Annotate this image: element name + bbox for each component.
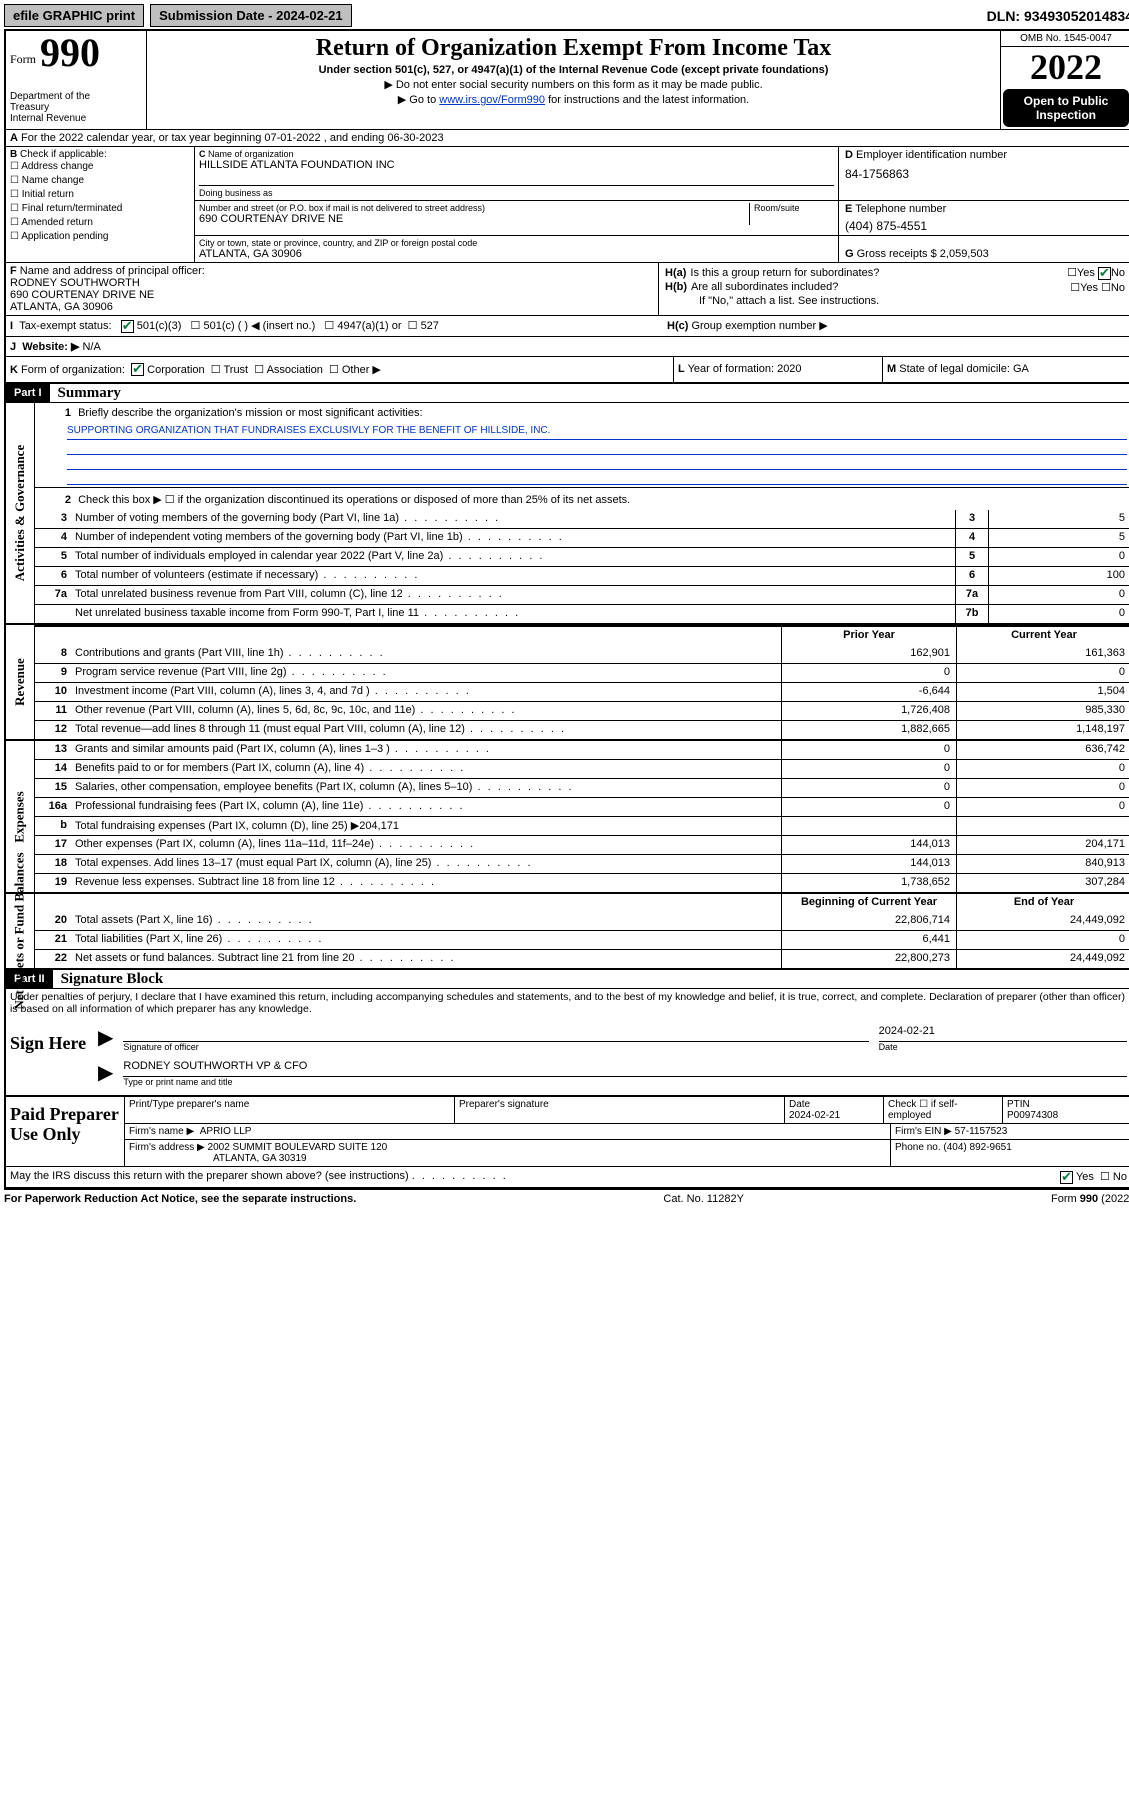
line-21: 21Total liabilities (Part X, line 26)6,4… <box>35 930 1129 949</box>
cb-amended-return[interactable]: ☐ Amended return <box>10 216 190 230</box>
cb-final-return[interactable]: ☐ Final return/terminated <box>10 202 190 216</box>
row-f-h: F Name and address of principal officer:… <box>6 263 1129 316</box>
form-title: Return of Organization Exempt From Incom… <box>155 35 992 62</box>
line-14: 14Benefits paid to or for members (Part … <box>35 759 1129 778</box>
gross-receipts-cell: G Gross receipts $ 2,059,503 <box>839 235 1129 262</box>
vtab-governance: Activities & Governance <box>12 445 28 581</box>
line-b: bTotal fundraising expenses (Part IX, co… <box>35 816 1129 835</box>
subtitle-2: Do not enter social security numbers on … <box>155 78 992 91</box>
line-17: 17Other expenses (Part IX, column (A), l… <box>35 835 1129 854</box>
section-b-d: B Check if applicable: ☐ Address change … <box>6 147 1129 263</box>
line-22: 22Net assets or fund balances. Subtract … <box>35 949 1129 968</box>
line-16a: 16aProfessional fundraising fees (Part I… <box>35 797 1129 816</box>
part1-header: Part I Summary <box>6 384 1129 403</box>
ein-cell: D Employer identification number 84-1756… <box>839 147 1129 201</box>
vtab-expenses: Expenses <box>12 791 28 842</box>
line-8: 8Contributions and grants (Part VIII, li… <box>35 645 1129 663</box>
col-f: F Name and address of principal officer:… <box>6 263 659 315</box>
form-header: Form 990 Department of theTreasuryIntern… <box>6 31 1129 130</box>
discuss-row: May the IRS discuss this return with the… <box>6 1166 1129 1187</box>
cb-discuss-yes[interactable] <box>1060 1171 1073 1184</box>
sect-revenue: Revenue Prior Year Current Year 8Contrib… <box>6 625 1129 741</box>
mission-text: SUPPORTING ORGANIZATION THAT FUNDRAISES … <box>35 423 1129 488</box>
submission-date: Submission Date - 2024-02-21 <box>150 4 352 27</box>
paid-preparer: Paid Preparer Use Only Print/Type prepar… <box>6 1095 1129 1166</box>
col-b: B Check if applicable: ☐ Address change … <box>6 147 195 262</box>
sign-here-row: Sign Here ▶ Signature of officer 2024-02… <box>6 1017 1129 1095</box>
row-j: J Website: ▶ N/A <box>6 337 1129 357</box>
city-cell: City or town, state or province, country… <box>195 235 839 262</box>
row-i: I Tax-exempt status: 501(c)(3) ☐ 501(c) … <box>6 316 1129 337</box>
line-20: 20Total assets (Part X, line 16)22,806,7… <box>35 912 1129 930</box>
line-13: 13Grants and similar amounts paid (Part … <box>35 741 1129 759</box>
subtitle-1: Under section 501(c), 527, or 4947(a)(1)… <box>155 64 992 76</box>
telephone-cell: E Telephone number (404) 875-4551 <box>839 201 1129 235</box>
org-name-cell: C Name of organization HILLSIDE ATLANTA … <box>195 147 839 201</box>
dln: DLN: 93493052014834 <box>987 8 1129 24</box>
irs-link[interactable]: www.irs.gov/Form990 <box>439 94 545 106</box>
line-11: 11Other revenue (Part VIII, column (A), … <box>35 701 1129 720</box>
part2-header: Part II Signature Block <box>6 970 1129 989</box>
line-6: 6Total number of volunteers (estimate if… <box>35 566 1129 585</box>
open-to-public: Open to Public Inspection <box>1003 89 1129 127</box>
line-19: 19Revenue less expenses. Subtract line 1… <box>35 873 1129 892</box>
line-3: 3Number of voting members of the governi… <box>35 510 1129 528</box>
row-k-l-m: K Form of organization: Corporation ☐ Tr… <box>6 357 1129 385</box>
address-cell: Number and street (or P.O. box if mail i… <box>195 201 839 235</box>
top-bar: efile GRAPHIC print Submission Date - 20… <box>4 4 1129 27</box>
vtab-revenue: Revenue <box>12 658 28 706</box>
cb-name-change[interactable]: ☐ Name change <box>10 174 190 188</box>
line-7a: 7aTotal unrelated business revenue from … <box>35 585 1129 604</box>
sect-expenses: Expenses 13Grants and similar amounts pa… <box>6 741 1129 894</box>
line-12: 12Total revenue—add lines 8 through 11 (… <box>35 720 1129 739</box>
line-10: 10Investment income (Part VIII, column (… <box>35 682 1129 701</box>
cb-address-change[interactable]: ☐ Address change <box>10 160 190 174</box>
line-4: 4Number of independent voting members of… <box>35 528 1129 547</box>
efile-button[interactable]: efile GRAPHIC print <box>4 4 144 27</box>
line-18: 18Total expenses. Add lines 13–17 (must … <box>35 854 1129 873</box>
sect-net-assets: Net Assets or Fund Balances Beginning of… <box>6 894 1129 970</box>
omb-number: OMB No. 1545-0047 <box>1001 31 1129 47</box>
tax-year: 2022 <box>1001 47 1129 87</box>
cb-app-pending[interactable]: ☐ Application pending <box>10 230 190 244</box>
penalties-text: Under penalties of perjury, I declare th… <box>6 989 1129 1017</box>
dept-treasury: Department of theTreasuryInternal Revenu… <box>10 91 140 124</box>
subtitle-3: ▶ Go to www.irs.gov/Form990 for instruct… <box>155 93 992 106</box>
form-word: Form <box>10 52 36 67</box>
form-number: 990 <box>40 33 100 73</box>
line-7b: Net unrelated business taxable income fr… <box>35 604 1129 623</box>
vtab-net-assets: Net Assets or Fund Balances <box>12 853 28 1010</box>
col-h: H(a) Is this a group return for subordin… <box>659 263 1129 315</box>
footer: For Paperwork Reduction Act Notice, see … <box>4 1189 1129 1208</box>
line-5: 5Total number of individuals employed in… <box>35 547 1129 566</box>
line-9: 9Program service revenue (Part VIII, lin… <box>35 663 1129 682</box>
cb-corporation[interactable] <box>131 363 144 376</box>
line-15: 15Salaries, other compensation, employee… <box>35 778 1129 797</box>
row-a-tax-year: A For the 2022 calendar year, or tax yea… <box>6 130 1129 147</box>
form-container: Form 990 Department of theTreasuryIntern… <box>4 29 1129 1189</box>
cb-501c3[interactable] <box>121 320 134 333</box>
sect-governance: Activities & Governance 1 Briefly descri… <box>6 403 1129 625</box>
cb-initial-return[interactable]: ☐ Initial return <box>10 188 190 202</box>
